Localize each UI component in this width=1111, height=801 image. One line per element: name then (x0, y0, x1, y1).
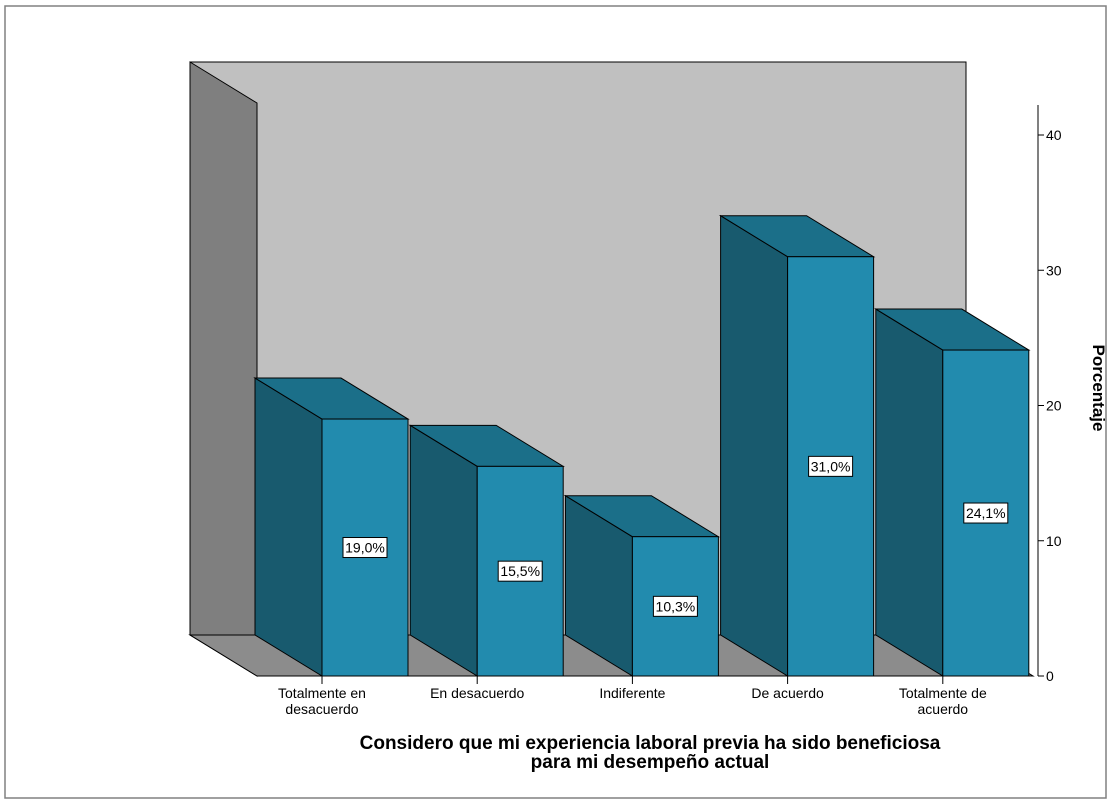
data-label: 19,0% (345, 540, 385, 556)
axis-titles: Considero que mi experiencia laboral pre… (360, 345, 1108, 773)
data-label: 10,3% (656, 598, 696, 614)
x-tick-label-line: De acuerdo (751, 685, 824, 701)
y-tick-label: 40 (1046, 127, 1062, 143)
data-label: 24,1% (966, 505, 1006, 521)
y-axis-title: Porcentaje (1089, 345, 1108, 432)
bar-group: 15,5% (408, 424, 565, 677)
bar-group: 24,1% (874, 308, 1031, 677)
bars: 19,0% 15,5% 10,3% 31,0% 24,1% (253, 214, 1031, 677)
x-axis-title: Considero que mi experiencia laboral pre… (360, 733, 941, 773)
y-axis: 0 10 20 30 40 (1037, 105, 1062, 684)
bar-group: 10,3% (563, 494, 721, 677)
data-label-box (963, 502, 1009, 524)
data-label-box (342, 537, 388, 559)
bar-group: 31,0% (718, 214, 876, 677)
x-tick-label-line: Totalmente de (899, 685, 987, 701)
y-tick-label: 20 (1046, 398, 1062, 414)
x-tick-label-line: acuerdo (918, 701, 969, 717)
y-tick-label: 10 (1046, 533, 1062, 549)
y-tick-label: 0 (1046, 668, 1054, 684)
data-label-box (652, 595, 698, 617)
x-tick-label-line: En desacuerdo (430, 685, 524, 701)
bar-side (409, 424, 478, 677)
data-label: 15,5% (500, 563, 540, 579)
bar-side (720, 214, 789, 677)
side-wall (189, 61, 258, 677)
x-tick-label: De acuerdo (751, 685, 824, 701)
data-label-box (808, 455, 854, 477)
x-tick-label: Totalmente de acuerdo (899, 685, 987, 717)
x-tick-label: En desacuerdo (430, 685, 524, 701)
x-axis-title-line: Considero que mi experiencia laboral pre… (360, 733, 941, 754)
x-tick-label-line: Indiferente (599, 685, 665, 701)
y-tick-label: 30 (1046, 262, 1062, 278)
bar-side (875, 308, 944, 677)
x-tick-label: Totalmente en desacuerdo (278, 685, 366, 717)
x-tick-label: Indiferente (599, 685, 665, 701)
x-axis: Totalmente en desacuerdo En desacuerdo Indi… (278, 676, 987, 717)
x-tick-label-line: desacuerdo (285, 701, 358, 717)
x-axis-title-line: para mi desempeño actual (531, 752, 770, 773)
bar-side (254, 377, 323, 677)
data-label-box (497, 560, 543, 582)
x-tick-label-line: Totalmente en (278, 685, 366, 701)
data-label: 31,0% (811, 458, 851, 474)
bar-group: 19,0% (253, 377, 410, 677)
